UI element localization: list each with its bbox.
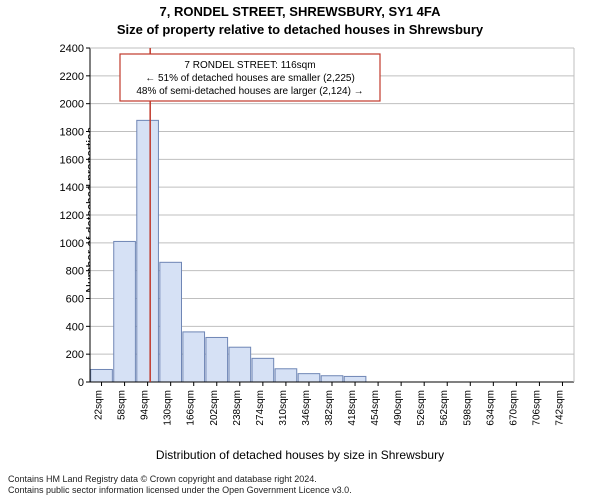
histogram-bar — [275, 369, 297, 382]
histogram-bar — [321, 376, 343, 382]
svg-text:598sqm: 598sqm — [462, 390, 473, 426]
chart-title-main: 7, RONDEL STREET, SHREWSBURY, SY1 4FA — [0, 4, 600, 19]
svg-text:742sqm: 742sqm — [554, 390, 565, 426]
svg-text:2000: 2000 — [60, 99, 84, 111]
histogram-bar — [298, 374, 320, 382]
histogram-bar — [344, 376, 366, 382]
x-axis-label: Distribution of detached houses by size … — [0, 448, 600, 462]
histogram-bar — [160, 262, 182, 382]
svg-text:670sqm: 670sqm — [508, 390, 519, 426]
svg-text:0: 0 — [78, 377, 84, 389]
callout-line: ← 51% of detached houses are smaller (2,… — [145, 73, 355, 84]
chart-title-sub: Size of property relative to detached ho… — [0, 22, 600, 37]
svg-text:2200: 2200 — [60, 71, 84, 83]
svg-text:1200: 1200 — [60, 210, 84, 222]
svg-text:600: 600 — [66, 294, 84, 306]
svg-text:1400: 1400 — [60, 182, 84, 194]
svg-text:2400: 2400 — [60, 44, 84, 55]
callout-line: 48% of semi-detached houses are larger (… — [136, 86, 363, 97]
svg-text:22sqm: 22sqm — [94, 390, 105, 420]
svg-text:526sqm: 526sqm — [416, 390, 427, 426]
attribution-line-2: Contains public sector information licen… — [8, 485, 352, 496]
svg-text:346sqm: 346sqm — [301, 390, 312, 426]
histogram-bar — [114, 241, 136, 382]
svg-text:562sqm: 562sqm — [439, 390, 450, 426]
svg-text:58sqm: 58sqm — [117, 390, 128, 420]
svg-text:310sqm: 310sqm — [278, 390, 289, 426]
callout-line: 7 RONDEL STREET: 116sqm — [184, 60, 315, 71]
svg-text:634sqm: 634sqm — [485, 390, 496, 426]
svg-text:1000: 1000 — [60, 238, 84, 250]
svg-text:238sqm: 238sqm — [232, 390, 243, 426]
svg-text:706sqm: 706sqm — [531, 390, 542, 426]
svg-text:1800: 1800 — [60, 127, 84, 139]
attribution-text: Contains HM Land Registry data © Crown c… — [8, 474, 352, 496]
svg-text:382sqm: 382sqm — [324, 390, 335, 426]
svg-text:418sqm: 418sqm — [347, 390, 358, 426]
svg-text:166sqm: 166sqm — [186, 390, 197, 426]
histogram-bar — [137, 120, 159, 382]
svg-text:400: 400 — [66, 321, 84, 333]
histogram-bar — [252, 358, 274, 382]
histogram-bar — [229, 347, 251, 382]
attribution-line-1: Contains HM Land Registry data © Crown c… — [8, 474, 352, 485]
histogram-bar — [206, 337, 228, 382]
histogram-bar — [183, 332, 205, 382]
svg-text:130sqm: 130sqm — [163, 390, 174, 426]
histogram-chart: 0 200 400 600 800 1000 1200 1400 1600 1800 2000 220… — [60, 44, 580, 434]
svg-text:800: 800 — [66, 266, 84, 278]
svg-text:454sqm: 454sqm — [370, 390, 381, 426]
svg-text:1600: 1600 — [60, 154, 84, 166]
svg-text:490sqm: 490sqm — [393, 390, 404, 426]
svg-text:200: 200 — [66, 349, 84, 361]
svg-text:94sqm: 94sqm — [140, 390, 151, 420]
histogram-bar — [91, 369, 113, 382]
svg-text:202sqm: 202sqm — [209, 390, 220, 426]
svg-text:274sqm: 274sqm — [255, 390, 266, 426]
